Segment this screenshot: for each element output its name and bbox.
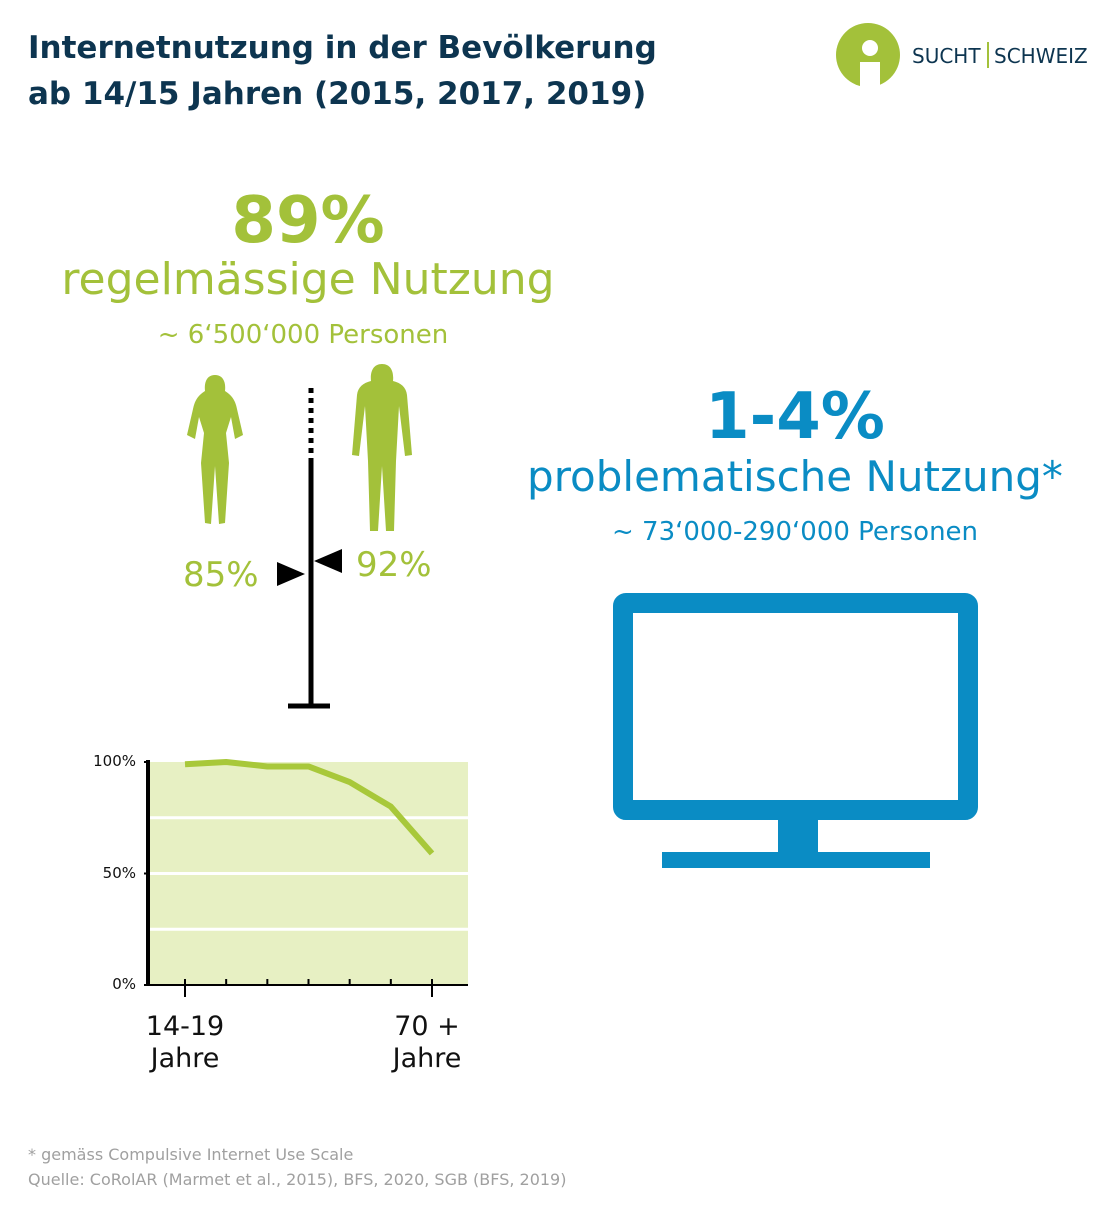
footnote: * gemäss Compulsive Internet Use Scale (28, 1145, 354, 1164)
logo-dot (862, 40, 878, 56)
y-tick-label: 0% (112, 975, 136, 993)
men-value: 92% (356, 545, 432, 585)
logo-text: SUCHT (912, 44, 981, 68)
regular-persons: ~ 6‘500‘000 Personen (157, 320, 449, 350)
title-line: ab 14/15 Jahren (2015, 2017, 2019) (28, 76, 647, 112)
regular-label: regelmässige Nutzung (61, 254, 555, 305)
man-figure (352, 364, 412, 531)
y-tick-label: 50% (102, 863, 136, 882)
pointer-men (314, 549, 342, 573)
monitor-stand (778, 815, 818, 855)
title-line: Internetnutzung in der Bevölkerung (28, 30, 657, 66)
women-value: 85% (183, 555, 259, 595)
regular-value: 89% (231, 184, 385, 258)
pointer-women (277, 562, 305, 586)
problematic-label: problematische Nutzung* (527, 452, 1063, 501)
monitor-screen (613, 593, 978, 820)
footnote: Quelle: CoRolAR (Marmet et al., 2015), B… (28, 1170, 567, 1189)
monitor-base (662, 852, 930, 868)
x-tick-label: 14-19 Jahre (145, 1011, 225, 1074)
problematic-persons: ~ 73‘000-290‘000 Personen (611, 517, 979, 547)
woman-figure (187, 375, 243, 524)
logo-text: SCHWEIZ (994, 44, 1088, 68)
logo-body (860, 62, 880, 87)
x-tick-label: 70 + Jahre (392, 1011, 462, 1074)
problematic-value: 1-4% (705, 380, 885, 454)
y-tick-label: 100% (93, 752, 136, 770)
data-line (184, 759, 435, 856)
